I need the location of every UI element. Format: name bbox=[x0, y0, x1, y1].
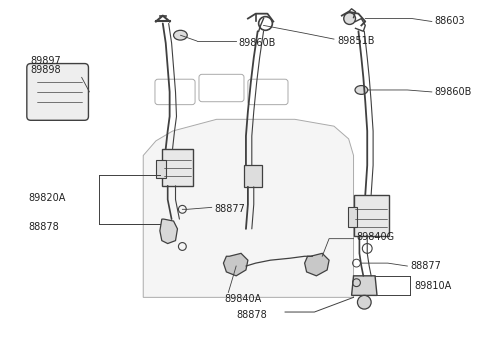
Ellipse shape bbox=[355, 86, 368, 94]
Polygon shape bbox=[143, 119, 354, 297]
Polygon shape bbox=[224, 253, 248, 276]
Text: 88878: 88878 bbox=[29, 222, 60, 232]
Bar bbox=[244, 165, 262, 187]
Bar bbox=[156, 160, 166, 178]
FancyBboxPatch shape bbox=[27, 64, 88, 120]
Text: 88877: 88877 bbox=[410, 261, 441, 271]
Circle shape bbox=[358, 295, 371, 309]
Text: 89860B: 89860B bbox=[435, 87, 472, 97]
Text: 89898: 89898 bbox=[31, 65, 61, 75]
Bar bbox=[348, 207, 358, 227]
Polygon shape bbox=[160, 219, 178, 243]
Ellipse shape bbox=[174, 30, 187, 40]
Text: 89860B: 89860B bbox=[238, 38, 276, 48]
Bar bbox=[162, 149, 193, 186]
Text: 88877: 88877 bbox=[215, 204, 245, 214]
Text: 89897: 89897 bbox=[31, 56, 61, 66]
Text: 89820A: 89820A bbox=[29, 192, 66, 202]
Polygon shape bbox=[351, 276, 377, 295]
Text: 89840G: 89840G bbox=[357, 232, 395, 242]
Polygon shape bbox=[305, 253, 329, 276]
Bar bbox=[354, 195, 389, 236]
Text: 88878: 88878 bbox=[236, 310, 267, 320]
Text: 88603: 88603 bbox=[435, 16, 465, 26]
Circle shape bbox=[344, 13, 356, 24]
Text: 89851B: 89851B bbox=[337, 36, 374, 46]
Text: 89840A: 89840A bbox=[225, 294, 262, 304]
Text: 89810A: 89810A bbox=[414, 281, 452, 291]
